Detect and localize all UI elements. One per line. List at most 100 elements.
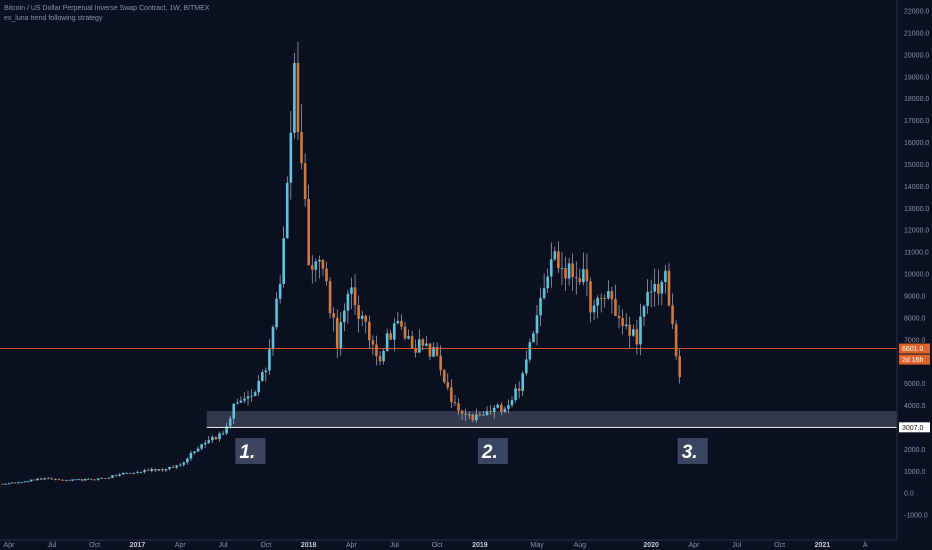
candle-body <box>482 414 485 416</box>
candle-body <box>628 324 632 336</box>
candle-body <box>161 469 164 471</box>
candle-body <box>435 347 439 356</box>
candle-body <box>632 329 635 336</box>
candle-body <box>392 323 396 340</box>
candle-body <box>403 326 407 339</box>
candle-body <box>378 356 382 362</box>
y-tick-label: 10000.0 <box>904 272 929 279</box>
candle-body <box>589 281 592 313</box>
candle-body <box>289 132 293 183</box>
x-tick-label: 2021 <box>815 542 831 549</box>
candle-body <box>571 263 574 278</box>
candle-body <box>111 475 114 478</box>
x-tick-label: Apr <box>4 542 16 549</box>
candle-body <box>29 479 33 482</box>
candle-body <box>275 298 278 328</box>
candle-body <box>114 475 118 477</box>
candle-body <box>396 320 400 324</box>
y-tick-label: 0.0 <box>904 491 914 498</box>
candle-body <box>492 407 496 413</box>
candle-body <box>385 333 389 351</box>
candle-body <box>128 472 132 474</box>
candle-body <box>539 298 542 316</box>
candle-body <box>71 479 74 481</box>
candle-body <box>285 182 289 239</box>
candle-body <box>339 322 343 349</box>
candle-body <box>614 299 617 316</box>
candle-body <box>178 464 182 466</box>
candle-body <box>118 474 121 476</box>
candle-body <box>90 478 93 480</box>
candle-body <box>346 293 350 311</box>
candle-body <box>660 281 664 294</box>
candle-body <box>293 62 296 133</box>
candle-body <box>296 62 300 133</box>
candle-body <box>624 324 628 327</box>
support-zone <box>206 411 897 427</box>
support-zone-rect <box>206 411 897 427</box>
candle-body <box>278 283 282 299</box>
candle-body <box>464 413 467 415</box>
candle-body <box>389 333 393 340</box>
candle-body <box>639 316 642 345</box>
candle-body <box>653 283 657 292</box>
candle-body <box>196 448 200 452</box>
candle-body <box>635 329 639 345</box>
candle-body <box>599 297 603 299</box>
candle-body <box>549 259 553 277</box>
y-tick-label: 20000.0 <box>904 52 929 59</box>
candle-body <box>232 403 236 419</box>
candle-body <box>678 356 681 378</box>
x-tick-label: Oct <box>432 542 443 549</box>
support-badge-box <box>899 422 930 433</box>
candle-body <box>83 478 87 481</box>
y-tick-label: 18000.0 <box>904 96 929 103</box>
candle-body <box>300 132 303 164</box>
countdown-badge-box <box>899 354 930 365</box>
y-tick-label: 17000.0 <box>904 118 929 125</box>
candle-body <box>175 465 178 468</box>
x-tick-label: Apr <box>346 542 358 549</box>
candle-body <box>260 372 264 381</box>
x-tick-label: Apr <box>689 542 701 549</box>
candle-body <box>26 481 30 482</box>
candle-body <box>475 414 478 421</box>
candle-body <box>656 283 660 294</box>
candle-body <box>425 343 428 346</box>
annotation-label: 2. <box>481 442 498 463</box>
candle-body <box>528 342 532 360</box>
candle-body <box>453 401 457 404</box>
candle-body <box>93 479 96 481</box>
candle-body <box>50 478 54 480</box>
candle-body <box>500 404 503 412</box>
candle-body <box>43 478 46 480</box>
candle-body <box>439 355 442 371</box>
candle-body <box>239 400 243 403</box>
y-tick-label: 22000.0 <box>904 9 929 16</box>
candle-body <box>10 482 14 484</box>
candle-body <box>592 305 596 313</box>
candle-body <box>96 478 100 480</box>
candle-body <box>121 473 125 475</box>
x-tick-label: Jul <box>390 542 399 549</box>
candle-body <box>442 370 446 383</box>
candle-body <box>368 321 371 341</box>
candle-body <box>557 251 560 269</box>
annotation-box <box>235 438 266 464</box>
x-tick-label: 2019 <box>472 542 488 549</box>
candle-body <box>268 349 271 371</box>
candle-body <box>7 483 11 485</box>
candle-body <box>107 477 111 479</box>
candle-body <box>457 403 460 411</box>
candle-body <box>253 392 257 396</box>
candle-body <box>478 414 482 416</box>
x-tick-label: Oct <box>774 542 785 549</box>
candle-body <box>353 287 357 306</box>
annotation-label: 1. <box>239 442 255 463</box>
reference-lines <box>0 348 897 428</box>
candle-body <box>350 287 353 294</box>
candle-body <box>218 433 221 440</box>
y-tick-label: 21000.0 <box>904 30 929 37</box>
